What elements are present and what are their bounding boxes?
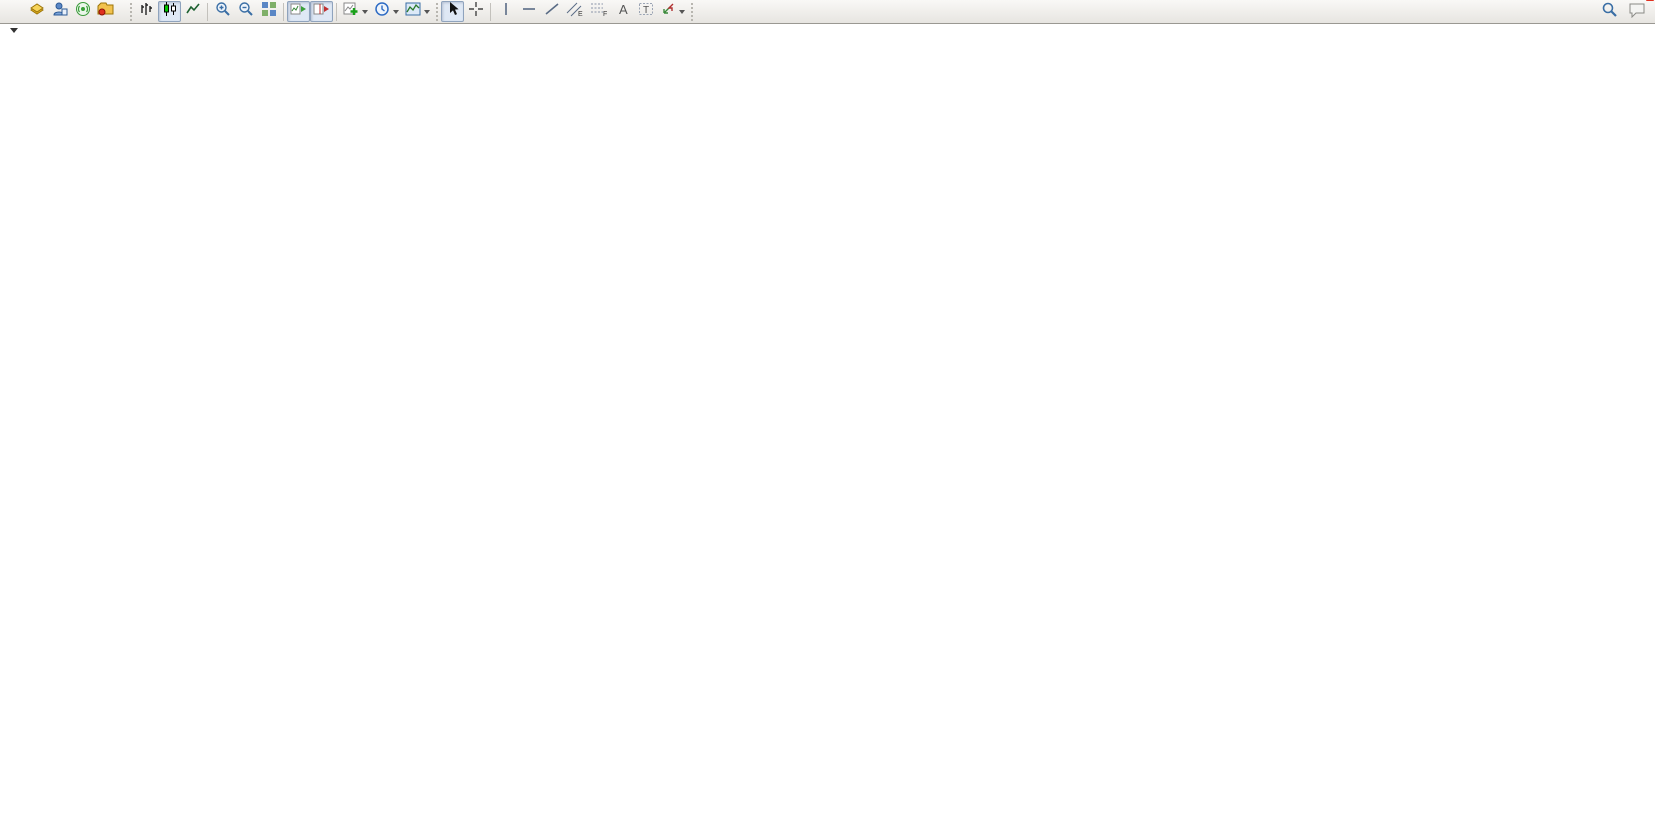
dropdown-caret-icon xyxy=(362,9,368,14)
equidistant-channel-button[interactable]: E xyxy=(563,1,587,22)
zoom-out-icon xyxy=(238,1,254,22)
svg-text:T: T xyxy=(643,5,649,16)
trendline-button[interactable] xyxy=(540,1,563,22)
crosshair-icon xyxy=(468,1,484,22)
autotrading-button[interactable] xyxy=(94,1,127,22)
line-chart-button[interactable] xyxy=(181,1,204,22)
dropdown-caret-icon xyxy=(679,9,685,14)
signal-icon xyxy=(75,1,91,22)
toolbar-separator xyxy=(490,2,491,21)
chart-title xyxy=(10,28,30,33)
horizontal-line-button[interactable] xyxy=(517,1,540,22)
zoom-in-icon xyxy=(215,1,231,22)
cursor-icon xyxy=(445,1,461,22)
line-chart-icon xyxy=(185,1,201,22)
bar-chart-button[interactable] xyxy=(135,1,158,22)
auto-scroll-button[interactable] xyxy=(287,1,310,22)
tile-windows-button[interactable] xyxy=(257,1,280,22)
arrows-icon xyxy=(660,1,676,22)
autotrading-icon xyxy=(97,1,114,22)
add-indicator-button[interactable] xyxy=(340,1,371,22)
toolbar-grip[interactable] xyxy=(691,2,693,21)
cursor-button[interactable] xyxy=(441,1,464,22)
zoom-in-button[interactable] xyxy=(211,1,234,22)
accounts-button[interactable] xyxy=(48,1,71,22)
vertical-line-button[interactable] xyxy=(494,1,517,22)
text-button[interactable]: A xyxy=(611,1,634,22)
search-button[interactable] xyxy=(1598,2,1621,23)
toolbar-grip[interactable] xyxy=(130,2,132,21)
user-chart-icon xyxy=(52,1,68,22)
fibonacci-icon: F xyxy=(590,1,608,22)
toolbar-right xyxy=(1598,0,1654,24)
trendline-icon xyxy=(544,1,560,22)
notification-count-badge xyxy=(1646,0,1654,1)
notifications-button[interactable] xyxy=(1625,0,1654,23)
arrows-button[interactable] xyxy=(657,1,688,22)
toolbar-grip[interactable] xyxy=(436,2,438,21)
chart-window[interactable] xyxy=(0,24,1655,828)
toolbar-separator xyxy=(336,2,337,21)
gold-book-icon xyxy=(29,1,45,22)
vertical-line-icon xyxy=(498,1,514,22)
text-icon: A xyxy=(615,1,631,22)
add-indicator-icon xyxy=(343,1,359,22)
toolbar-separator xyxy=(283,2,284,21)
zoom-out-button[interactable] xyxy=(234,1,257,22)
period-button[interactable] xyxy=(371,1,402,22)
svg-text:F: F xyxy=(603,11,607,17)
svg-text:A: A xyxy=(619,2,628,17)
bar-chart-icon xyxy=(139,1,155,22)
dropdown-caret-icon xyxy=(424,9,430,14)
candlestick-chart-button[interactable] xyxy=(158,1,181,22)
svg-text:E: E xyxy=(578,11,583,17)
candlestick-chart-icon xyxy=(162,1,178,22)
chart-shift-icon xyxy=(313,1,330,22)
auto-scroll-icon xyxy=(290,1,307,22)
search-icon xyxy=(1601,1,1618,23)
market-watch-button[interactable] xyxy=(25,1,48,22)
dropdown-caret-icon xyxy=(393,9,399,14)
template-icon xyxy=(405,1,421,22)
template-button[interactable] xyxy=(402,1,433,22)
crosshair-button[interactable] xyxy=(464,1,487,22)
horizontal-line-icon xyxy=(521,1,537,22)
tile-windows-icon xyxy=(261,1,277,22)
new-order-button[interactable] xyxy=(2,1,25,22)
chat-bubble-icon xyxy=(1628,2,1646,23)
one-click-collapse-icon[interactable] xyxy=(10,28,18,33)
chart-shift-button[interactable] xyxy=(310,1,333,22)
signals-button[interactable] xyxy=(71,1,94,22)
price-chart[interactable] xyxy=(0,24,1655,828)
equidistant-channel-icon: E xyxy=(566,1,584,22)
main-toolbar: E F A T xyxy=(0,0,1655,24)
fibonacci-button[interactable]: F xyxy=(587,1,611,22)
toolbar-separator xyxy=(207,2,208,21)
clock-icon xyxy=(374,1,390,22)
text-label-icon: T xyxy=(638,1,654,22)
text-label-button[interactable]: T xyxy=(634,1,657,22)
